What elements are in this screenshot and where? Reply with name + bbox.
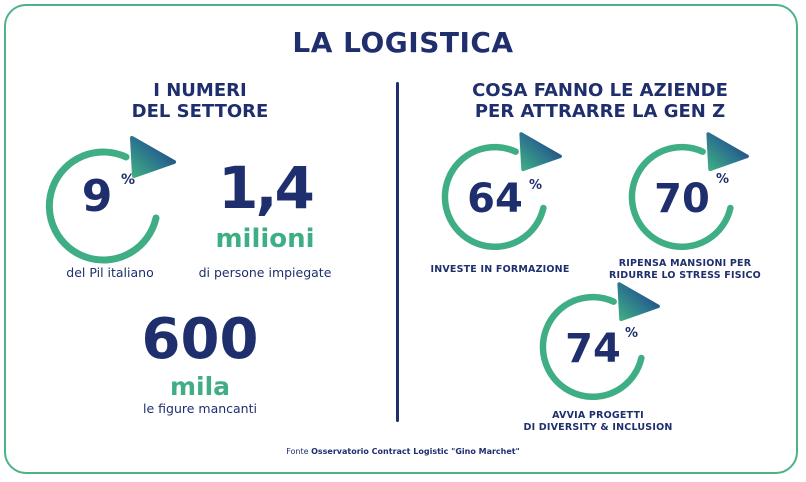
infographic-frame — [4, 4, 798, 474]
diversity-caption-line2: DI DIVERSITY & INCLUSION — [523, 422, 673, 433]
left-section-heading: I NUMERI DEL SETTORE — [100, 80, 300, 122]
formazione-ring-icon — [441, 132, 562, 250]
formazione-value: 64 — [467, 176, 523, 222]
persone-value: 1,4 — [218, 154, 315, 222]
pil-ring-icon — [45, 136, 176, 264]
diversity-ring-icon — [539, 282, 660, 400]
source-text: Osservatorio Contract Logistic "Gino Mar… — [311, 447, 520, 456]
right-section-heading: COSA FANNO LE AZIENDE PER ATTRARRE LA GE… — [440, 80, 760, 122]
diversity-unit: % — [625, 326, 639, 341]
source-note: Fonte Osservatorio Contract Logistic "Gi… — [0, 447, 806, 456]
persone-unit: milioni — [215, 224, 315, 254]
right-heading-line1: COSA FANNO LE AZIENDE — [472, 80, 728, 101]
mansioni-ring-icon — [628, 132, 749, 250]
figure-caption: le figure mancanti — [143, 401, 257, 416]
source-label: Fonte — [286, 447, 309, 456]
right-heading-line2: PER ATTRARRE LA GEN Z — [474, 101, 726, 122]
mansioni-caption: RIPENSA MANSIONI PER RIDURRE LO STRESS F… — [605, 258, 765, 282]
pil-value: 9 — [81, 171, 113, 222]
formazione-unit: % — [529, 178, 543, 193]
left-heading-line2: DEL SETTORE — [131, 101, 269, 122]
section-divider — [396, 82, 399, 422]
mansioni-caption-line2: RIDURRE LO STRESS FISICO — [609, 270, 761, 281]
diversity-caption-line1: AVVIA PROGETTI — [552, 410, 644, 421]
diversity-caption: AVVIA PROGETTI DI DIVERSITY & INCLUSION — [513, 410, 683, 434]
formazione-caption: INVESTE IN FORMAZIONE — [430, 264, 570, 275]
persone-caption: di persone impiegate — [198, 265, 332, 280]
mansioni-caption-line1: RIPENSA MANSIONI PER — [618, 258, 752, 269]
mansioni-value: 70 — [654, 176, 710, 222]
pil-unit: % — [121, 172, 136, 188]
left-heading-line1: I NUMERI — [153, 80, 247, 101]
pil-caption: del Pil italiano — [66, 265, 154, 280]
figure-value: 600 — [141, 307, 259, 372]
page-title: LA LOGISTICA — [292, 26, 514, 59]
figure-unit: mila — [169, 372, 231, 401]
diversity-value: 74 — [565, 326, 621, 372]
mansioni-unit: % — [716, 172, 730, 187]
